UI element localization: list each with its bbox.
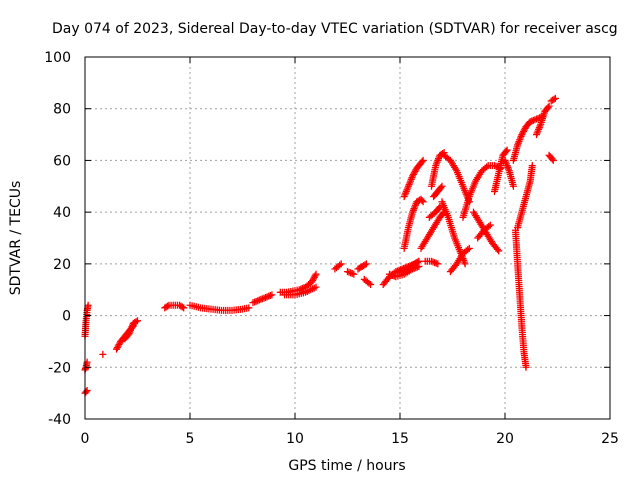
data-point [367,281,375,289]
y-tick-label: -20 [48,360,71,376]
x-tick-label: 5 [186,431,195,447]
data-point [503,146,511,154]
data-point [337,260,345,268]
data-point [413,258,421,266]
data-point [548,155,556,163]
data-point [178,303,186,311]
data-point [410,169,418,177]
data-point [461,260,469,268]
data-point [132,318,140,326]
data-point [84,301,92,309]
data-point [544,103,552,111]
data-point [528,162,536,170]
data-point [520,126,528,134]
data-point [409,170,417,178]
y-tick-label: 0 [62,309,71,325]
data-point [350,270,358,278]
data-point [409,172,417,180]
data-point [465,244,473,252]
data-point [545,102,553,110]
data-point [361,261,369,269]
data-point [419,198,427,206]
data-point [411,167,419,175]
y-tick-label: 80 [53,102,71,118]
data-point [483,163,491,171]
data-point [308,278,316,286]
data-point [336,261,344,269]
x-tick-label: 15 [391,431,409,447]
data-point [485,222,493,230]
data-point [113,344,121,352]
y-tick-label: 20 [53,257,71,273]
data-point [519,127,527,135]
x-tick-label: 20 [496,431,514,447]
data-point [312,270,320,278]
chart-title: Day 074 of 2023, Sidereal Day-to-day VTE… [52,21,618,37]
x-tick-label: 10 [286,431,304,447]
data-point [519,129,527,137]
data-point [309,276,317,284]
data-points [81,94,559,397]
data-point [550,95,558,103]
axis-ticks: 0 5 10 15 20 25 -40 -20 0 20 40 60 80 100 [44,50,619,447]
x-axis-label: GPS time / hours [288,458,405,474]
y-tick-label: 100 [44,50,71,66]
x-tick-label: 25 [601,431,619,447]
data-point [419,156,427,164]
data-point [310,273,318,281]
data-point [486,221,494,229]
data-point [164,302,172,310]
plot-frame [84,56,611,420]
data-point [495,247,503,255]
data-point [493,245,501,253]
data-point [418,158,426,166]
data-point [518,131,526,139]
data-point [309,275,317,283]
data-point [134,317,141,325]
x-tick-label: 0 [81,431,90,447]
data-point [311,272,319,280]
data-point [362,260,370,268]
data-point [180,304,188,312]
data-point [82,388,90,396]
y-axis-label: SDTVAR / TECUs [8,181,24,296]
data-point [418,197,426,205]
data-point [99,350,107,358]
data-point [268,291,276,299]
data-point [312,283,320,291]
y-tick-label: -40 [48,412,71,428]
data-point [551,94,559,102]
data-point [434,260,442,268]
data-point [114,342,122,350]
data-point [522,363,530,371]
data-point [115,341,123,349]
data-point [509,182,517,190]
data-point [365,279,373,287]
data-point [415,257,423,265]
grid-lines [85,57,610,419]
y-tick-label: 60 [53,153,71,169]
data-point [438,182,446,190]
y-tick-label: 40 [53,205,71,221]
data-point [437,184,445,192]
data-point [245,304,253,312]
data-point [464,246,472,254]
data-point [502,147,510,155]
data-point [113,345,120,353]
data-point [549,156,557,164]
